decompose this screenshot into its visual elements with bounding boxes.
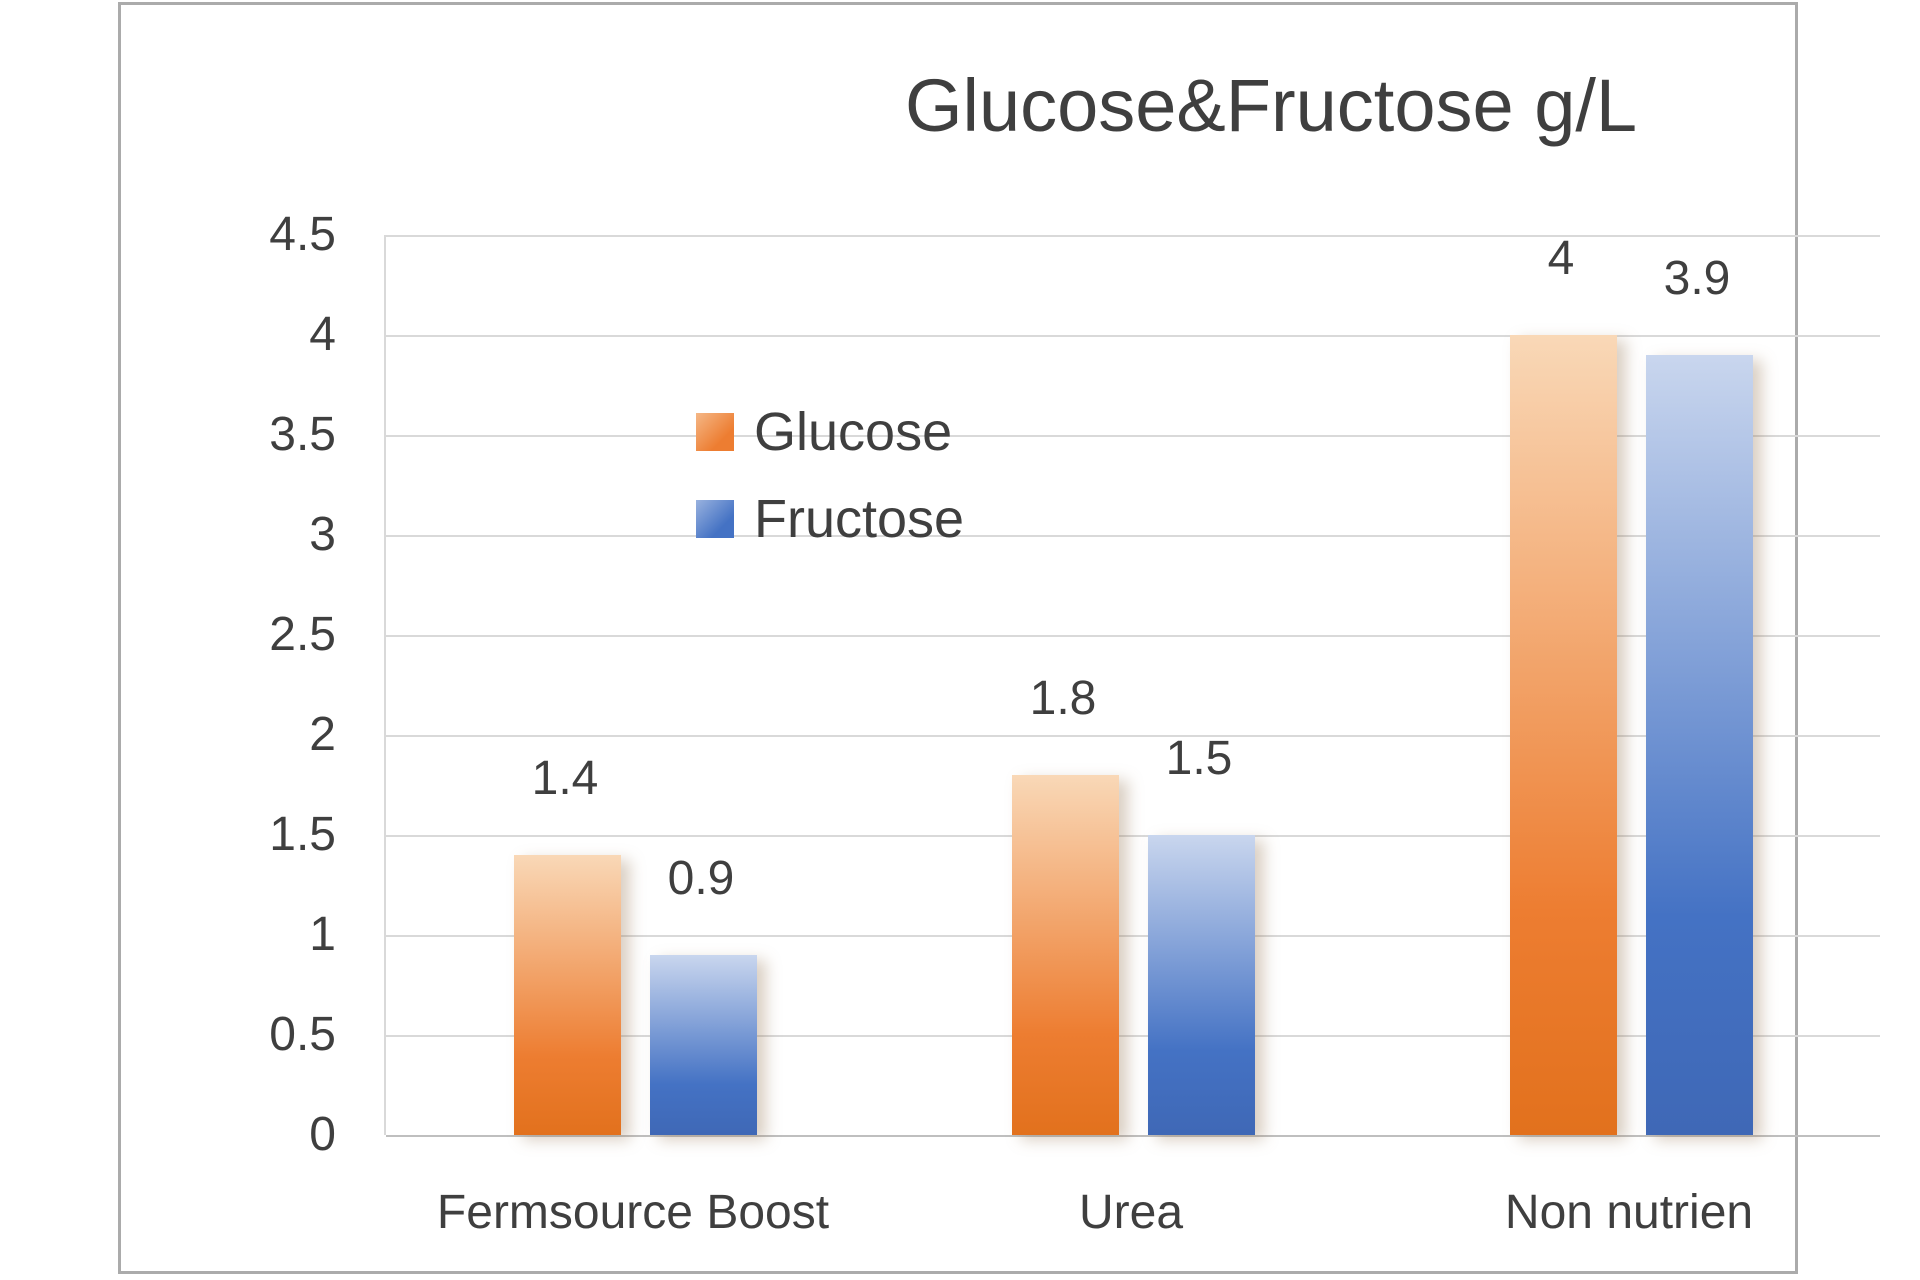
y-tick-label: 2 [309, 708, 336, 761]
gridline [386, 935, 1880, 937]
data-label-fructose-2: 3.9 [1663, 252, 1731, 305]
bar-fructose-0 [649, 955, 757, 1135]
data-label-glucose-1: 1.8 [1029, 672, 1097, 725]
chart-frame: Glucose&Fructose g/L 0 0.5 1 1.5 2 2.5 3 3.5 4 4.… [118, 2, 1880, 1274]
gridline [386, 335, 1880, 337]
x-category-label-0: Fermsource Boost [436, 1186, 830, 1239]
y-tick-label: 4.5 [269, 208, 336, 261]
y-tick-label: 4 [309, 308, 336, 361]
gridline [386, 835, 1880, 837]
legend-entry-glucose: Glucose [696, 405, 952, 459]
legend-label-fructose: Fructose [754, 489, 965, 549]
data-label-fructose-1: 1.5 [1165, 732, 1233, 785]
gridline [386, 1035, 1880, 1037]
gridline [386, 435, 1880, 437]
bar-fructose-2 [1645, 355, 1753, 1135]
bar-glucose-2 [1509, 335, 1617, 1135]
gridline [386, 535, 1880, 537]
gridline [386, 635, 1880, 637]
data-label-glucose-2: 4 [1547, 232, 1575, 285]
y-tick-label: 0.5 [269, 1008, 336, 1061]
y-tick-label: 3.5 [269, 408, 336, 461]
legend-entry-fructose: Fructose [696, 492, 964, 546]
x-category-label-1: Urea [1078, 1186, 1184, 1239]
data-label-fructose-0: 0.9 [667, 852, 735, 905]
gridline [386, 735, 1880, 737]
bar-glucose-0 [513, 855, 621, 1135]
y-tick-label: 3 [309, 508, 336, 561]
y-tick-label: 2.5 [269, 608, 336, 661]
y-tick-label: 1.5 [269, 808, 336, 861]
bar-fructose-1 [1147, 835, 1255, 1135]
x-axis-baseline [386, 1135, 1880, 1137]
glucose-legend-swatch-icon [696, 413, 734, 451]
fructose-legend-swatch-icon [696, 500, 734, 538]
y-tick-label: 1 [309, 908, 336, 961]
bar-glucose-1 [1011, 775, 1119, 1135]
chart-title: Glucose&Fructose g/L [904, 64, 1638, 147]
y-tick-label: 0 [309, 1108, 336, 1161]
x-category-label-2: Non nutrien [1504, 1186, 1754, 1239]
legend-label-glucose: Glucose [754, 402, 953, 462]
data-label-glucose-0: 1.4 [531, 752, 599, 805]
plot-area [384, 235, 1880, 1137]
gridline [386, 235, 1880, 237]
